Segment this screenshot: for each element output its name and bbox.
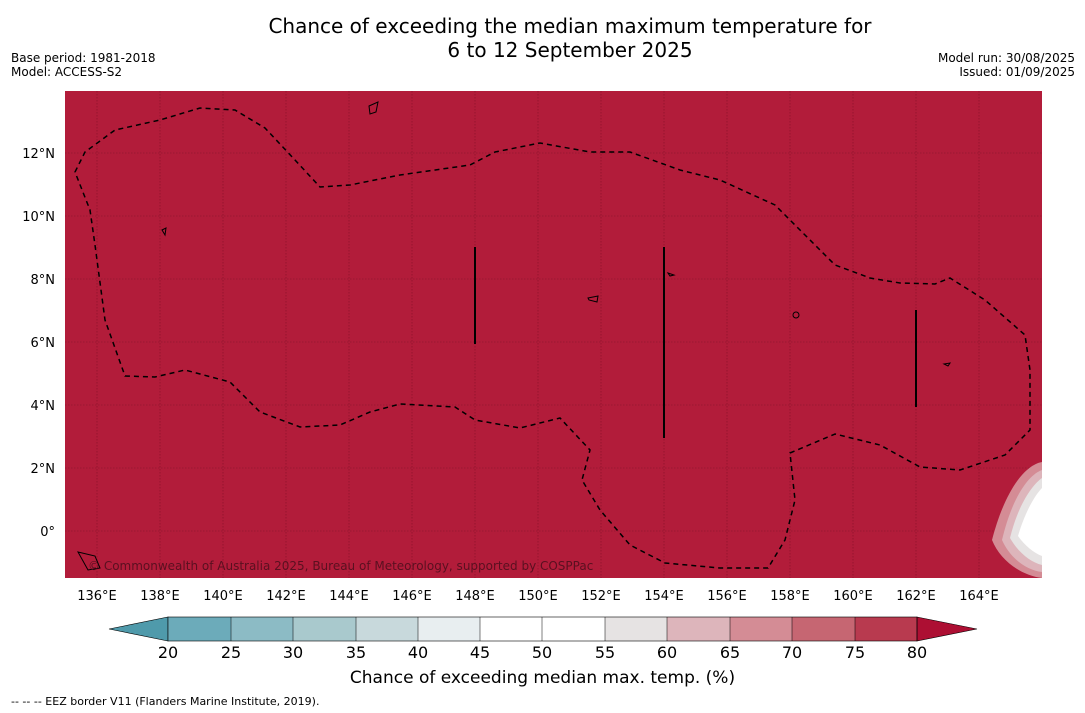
colorbar-low-arrow	[108, 616, 169, 642]
colorbar-tick-25: 25	[221, 643, 241, 662]
lat-tick-12n: 12°N	[22, 147, 55, 162]
longitude-markers	[474, 247, 917, 438]
model-run: Model run: 30/08/2025	[937, 51, 1075, 65]
colorbar-segment-25-30	[231, 617, 293, 641]
lat-tick-10n: 10°N	[22, 210, 55, 225]
colorbar-segment-55-60	[605, 617, 667, 641]
colorbar-segment-75-80	[855, 617, 917, 641]
lat-tick-4n: 4°N	[31, 399, 56, 414]
colorbar: 20 25 30 35 40 45 50 55 60 65 70 75 80	[108, 616, 978, 662]
colorbar-segment-60-65	[667, 617, 730, 641]
model-info: Base period: 1981-2018 Model: ACCESS-S2	[11, 51, 156, 79]
colorbar-high-arrow	[916, 616, 978, 642]
gridlines	[65, 91, 1042, 578]
colorbar-segment-20-25	[168, 617, 231, 641]
colorbar-tick-80: 80	[907, 643, 927, 662]
lon-tick-142e: 142°E	[266, 589, 306, 604]
colorbar-tick-70: 70	[782, 643, 802, 662]
colorbar-segment-30-35	[293, 617, 356, 641]
lon-tick-154e: 154°E	[644, 589, 684, 604]
lon-tick-148e: 148°E	[455, 589, 495, 604]
lon-tick-146e: 146°E	[392, 589, 432, 604]
colorbar-tick-50: 50	[532, 643, 552, 662]
colorbar-tick-60: 60	[657, 643, 677, 662]
lat-tick-0: 0°	[40, 525, 55, 540]
run-info: Model run: 30/08/2025 Issued: 01/09/2025	[938, 51, 1075, 79]
colorbar-segment-45-50	[480, 617, 542, 641]
lon-tick-138e: 138°E	[140, 589, 180, 604]
model-name: Model: ACCESS-S2	[11, 65, 123, 79]
colorbar-tick-30: 30	[283, 643, 303, 662]
copyright-notice: © Commonwealth of Australia 2025, Bureau…	[88, 559, 593, 573]
colorbar-segment-65-70	[730, 617, 792, 641]
issued-date: Issued: 01/09/2025	[959, 65, 1075, 79]
lon-tick-164e: 164°E	[959, 589, 999, 604]
map-title: Chance of exceeding the median maximum t…	[0, 14, 1085, 62]
colorbar-tick-40: 40	[408, 643, 428, 662]
colorbar-tick-65: 65	[720, 643, 740, 662]
colorbar-tick-45: 45	[470, 643, 490, 662]
title-line-2: 6 to 12 September 2025	[447, 38, 693, 62]
lon-tick-158e: 158°E	[770, 589, 810, 604]
colorbar-tick-55: 55	[595, 643, 615, 662]
colorbar-tick-20: 20	[158, 643, 178, 662]
colorbar-segment-70-75	[792, 617, 855, 641]
eez-footnote: -- -- -- EEZ border V11 (Flanders Marine…	[11, 695, 320, 708]
lon-tick-150e: 150°E	[518, 589, 558, 604]
islands	[77, 101, 952, 571]
lon-tick-136e: 136°E	[77, 589, 117, 604]
colorbar-segment-35-40	[356, 617, 418, 641]
map-field	[65, 91, 1042, 578]
lat-tick-8n: 8°N	[31, 273, 56, 288]
lat-tick-2n: 2°N	[31, 462, 56, 477]
title-line-1: Chance of exceeding the median maximum t…	[268, 14, 872, 38]
colorbar-tick-35: 35	[346, 643, 366, 662]
colorbar-segment-40-45	[418, 617, 480, 641]
colorbar-segment-50-55	[542, 617, 605, 641]
lon-tick-140e: 140°E	[203, 589, 243, 604]
lon-tick-156e: 156°E	[707, 589, 747, 604]
lat-tick-6n: 6°N	[31, 336, 56, 351]
base-period: Base period: 1981-2018	[11, 51, 156, 65]
eez-border	[74, 107, 1031, 569]
anomaly-patch-east	[992, 462, 1042, 578]
lon-tick-labels: 136°E 138°E 140°E 142°E 144°E 146°E 148°…	[77, 589, 999, 604]
lon-tick-160e: 160°E	[833, 589, 873, 604]
lon-tick-144e: 144°E	[329, 589, 369, 604]
lat-tick-labels: 12°N 10°N 8°N 6°N 4°N 2°N 0°	[22, 147, 55, 540]
lon-tick-162e: 162°E	[896, 589, 936, 604]
colorbar-label: Chance of exceeding median max. temp. (%…	[349, 668, 736, 688]
colorbar-tick-75: 75	[845, 643, 865, 662]
lon-tick-152e: 152°E	[581, 589, 621, 604]
